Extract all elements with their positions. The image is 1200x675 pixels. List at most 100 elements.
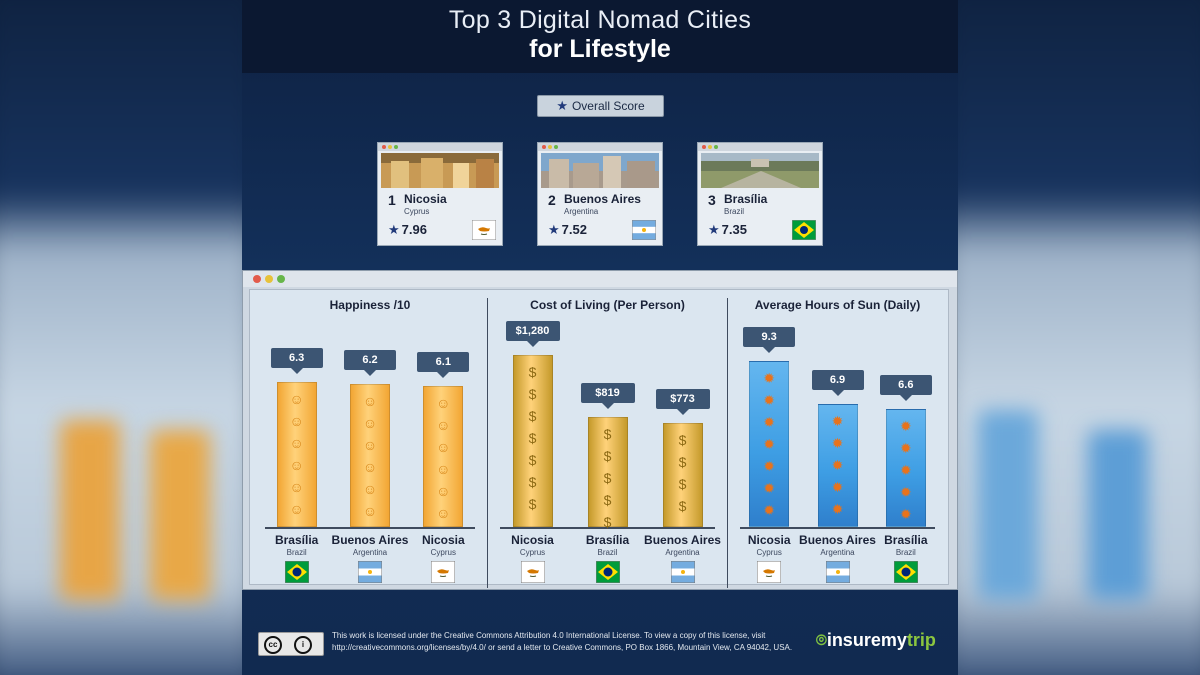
coin-icon: $ bbox=[528, 452, 537, 468]
card-city: Nicosia bbox=[404, 192, 447, 206]
value-callout: 6.6 bbox=[879, 375, 932, 401]
chart-divider bbox=[487, 298, 488, 588]
card-score-value: 7.96 bbox=[401, 222, 427, 237]
card-city: Buenos Aires bbox=[564, 192, 641, 206]
card-score: ★ 7.35 bbox=[708, 222, 747, 238]
card-rank: 1 bbox=[388, 192, 396, 208]
city-label: Brasília bbox=[585, 533, 630, 547]
blurred-side-right bbox=[958, 0, 1200, 675]
cyprus-flag-icon bbox=[520, 560, 545, 588]
city-card-3: 3 Brasília Brazil ★ 7.35 bbox=[697, 142, 823, 246]
smiley-icon: ☺ bbox=[289, 457, 304, 473]
title-bar: Top 3 Digital Nomad Cities for Lifestyle bbox=[242, 0, 958, 73]
window-chrome bbox=[243, 271, 957, 287]
smiley-icon: ☺ bbox=[289, 479, 304, 495]
coin-icon: $ bbox=[528, 474, 537, 490]
smiley-icon: ☺ bbox=[436, 483, 451, 499]
insuremytrip-logo: ⌾insuremytrip bbox=[816, 630, 936, 651]
sun-icon: ✹ bbox=[763, 458, 776, 474]
sun-icon: ✹ bbox=[831, 413, 844, 429]
city-label: Buenos Aires bbox=[799, 533, 876, 547]
bar-happiness: ☺ ☺ ☺ ☺ ☺ ☺ bbox=[423, 386, 464, 527]
sun-icon: ✹ bbox=[831, 435, 844, 451]
country-label: Argentina bbox=[820, 548, 855, 557]
cc-license-badge: cc i bbox=[258, 632, 324, 656]
card-score-value: 7.52 bbox=[561, 222, 587, 237]
nicosia-photo bbox=[381, 153, 499, 188]
card-score-value: 7.35 bbox=[721, 222, 747, 237]
brazil-flag-icon bbox=[792, 220, 816, 240]
country-label: Cyprus bbox=[756, 548, 782, 557]
country-label: Cyprus bbox=[519, 548, 546, 557]
coin-icon: $ bbox=[528, 386, 537, 402]
city-card-1: 1 Nicosia Cyprus ★ 7.96 bbox=[377, 142, 503, 246]
smiley-icon: ☺ bbox=[289, 391, 304, 407]
country-label: Brazil bbox=[597, 548, 618, 557]
window-minimize-dot bbox=[265, 275, 273, 283]
value-callout: 6.9 bbox=[811, 370, 864, 396]
chart-title-cost: Cost of Living (Per Person) bbox=[530, 298, 685, 312]
sun-icon: ✹ bbox=[831, 479, 844, 495]
smiley-icon: ☺ bbox=[436, 439, 451, 455]
chart-baseline bbox=[740, 527, 935, 529]
coin-icon: $ bbox=[603, 426, 612, 442]
star-icon: ★ bbox=[548, 222, 560, 237]
coin-icon: $ bbox=[678, 476, 687, 492]
smiley-icon: ☺ bbox=[362, 459, 378, 475]
smiley-icon: ☺ bbox=[289, 413, 304, 429]
overall-score-text: Overall Score bbox=[571, 99, 645, 113]
card-rank: 3 bbox=[708, 192, 716, 208]
star-icon: ★ bbox=[708, 222, 720, 237]
card-score: ★ 7.96 bbox=[388, 222, 427, 238]
cc-icon: cc bbox=[264, 636, 282, 654]
argentina-flag-icon bbox=[670, 560, 695, 588]
value-callout: $1,280 bbox=[505, 321, 560, 347]
card-score: ★ 7.52 bbox=[548, 222, 587, 238]
argentina-flag-icon bbox=[825, 560, 850, 588]
coin-icon: $ bbox=[528, 364, 537, 380]
value-callout: 6.2 bbox=[344, 350, 396, 376]
sun-icon: ✹ bbox=[899, 462, 912, 478]
value-callout: 6.3 bbox=[270, 348, 323, 374]
page-subtitle: for Lifestyle bbox=[529, 35, 671, 63]
brazil-flag-icon bbox=[284, 560, 310, 588]
brasilia-photo bbox=[701, 153, 819, 188]
bar-happiness: ☺ ☺ ☺ ☺ ☺ ☺ bbox=[350, 384, 390, 527]
sun-icon: ✹ bbox=[763, 392, 776, 408]
window-close-dot bbox=[253, 275, 261, 283]
chart-baseline bbox=[500, 527, 715, 529]
license-text: This work is licensed under the Creative… bbox=[332, 631, 793, 652]
country-label: Cyprus bbox=[430, 548, 456, 557]
buenos-aires-photo bbox=[541, 153, 659, 188]
smiley-icon: ☺ bbox=[362, 437, 378, 453]
attribution-icon: i bbox=[294, 636, 312, 654]
bar-cost: $ $ $ $ $ bbox=[587, 417, 628, 530]
overall-score-label: ★ Overall Score bbox=[537, 95, 664, 117]
value-callout: 9.3 bbox=[743, 327, 796, 353]
cyprus-flag-icon bbox=[756, 560, 782, 588]
sun-icon: ✹ bbox=[763, 414, 776, 430]
infographic-poster: Top 3 Digital Nomad Cities for Lifestyle… bbox=[242, 0, 958, 675]
card-country: Cyprus bbox=[404, 207, 430, 216]
country-label: Argentina bbox=[665, 548, 700, 557]
page-title: Top 3 Digital Nomad Cities bbox=[448, 6, 752, 34]
star-icon: ★ bbox=[388, 222, 400, 237]
bar-sun: ✹ ✹ ✹ ✹ ✹ bbox=[885, 409, 926, 527]
coin-icon: $ bbox=[528, 496, 537, 512]
card-country: Brazil bbox=[724, 207, 745, 216]
coin-icon: $ bbox=[678, 498, 687, 514]
footer: cc i This work is licensed under the Cre… bbox=[242, 620, 958, 675]
blurred-side-left bbox=[0, 0, 242, 675]
cyprus-flag-icon bbox=[430, 560, 456, 588]
card-rank: 2 bbox=[548, 192, 556, 208]
sun-icon: ✹ bbox=[899, 506, 912, 522]
city-card-2: 2 Buenos Aires Argentina ★ 7.52 bbox=[537, 142, 663, 246]
city-label: Brasília bbox=[884, 533, 928, 547]
smiley-icon: ☺ bbox=[436, 417, 451, 433]
chart-title-sun: Average Hours of Sun (Daily) bbox=[754, 298, 921, 312]
sun-icon: ✹ bbox=[763, 370, 776, 386]
chart-window: Happiness /10 ☺ ☺ ☺ ☺ ☺ ☺ 6.3 Brasília Brazil ☺ ☺ ☺ ☺… bbox=[242, 270, 958, 590]
value-callout: $819 bbox=[580, 383, 635, 409]
bar-cost: $ $ $ $ $ $ $ bbox=[512, 355, 553, 527]
coin-icon: $ bbox=[603, 492, 612, 508]
